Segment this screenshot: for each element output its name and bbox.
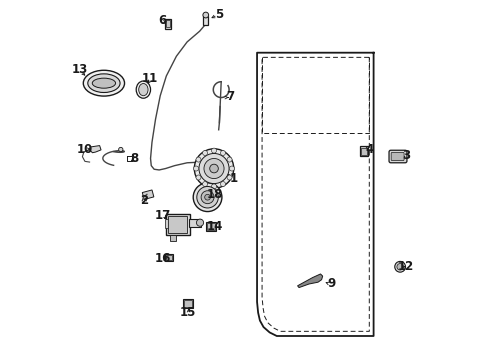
Bar [164,254,172,261]
Bar [205,222,215,231]
Text: 5: 5 [215,8,223,21]
Text: 8: 8 [130,152,138,165]
Circle shape [203,158,224,179]
FancyBboxPatch shape [388,150,406,163]
Bar [166,214,189,235]
Text: 17: 17 [154,209,170,222]
Ellipse shape [83,70,124,96]
Text: 15: 15 [179,306,196,319]
Bar [142,190,154,199]
Circle shape [119,147,122,152]
Bar [164,219,167,228]
Polygon shape [297,274,322,288]
Circle shape [220,150,225,156]
Circle shape [211,184,216,189]
Bar [183,300,191,307]
Circle shape [394,261,405,272]
Bar [206,224,214,230]
Polygon shape [89,145,101,153]
Text: 13: 13 [71,63,87,76]
Circle shape [226,157,232,162]
Text: 3: 3 [401,149,409,162]
Circle shape [229,166,234,171]
Ellipse shape [88,74,120,93]
Ellipse shape [92,78,115,88]
Text: 6: 6 [158,14,166,27]
Bar [183,299,192,309]
Text: 11: 11 [141,72,157,85]
Text: 4: 4 [365,143,373,156]
Circle shape [196,186,218,208]
Circle shape [193,166,198,171]
Circle shape [201,191,214,204]
Bar [361,148,366,155]
Bar [203,16,208,25]
Text: 9: 9 [326,278,335,291]
Circle shape [203,12,208,18]
Circle shape [202,150,207,156]
Bar [164,19,171,29]
Text: 14: 14 [206,220,223,233]
Circle shape [196,219,203,226]
Text: 7: 7 [225,90,234,103]
Ellipse shape [139,84,148,96]
Bar [169,234,176,241]
Circle shape [226,175,232,180]
Circle shape [211,148,216,153]
Text: 2: 2 [140,194,148,207]
Circle shape [202,181,207,186]
Bar [188,219,201,226]
Circle shape [193,183,222,212]
Text: 12: 12 [397,260,413,273]
Circle shape [199,153,228,184]
Circle shape [220,181,225,186]
Text: 16: 16 [154,252,171,265]
Circle shape [396,264,403,270]
Text: 1: 1 [229,172,237,185]
Bar [165,255,171,260]
Text: 10: 10 [77,143,93,156]
Bar [165,20,169,27]
Text: 18: 18 [206,188,223,201]
Circle shape [196,157,201,162]
Circle shape [204,194,210,200]
Ellipse shape [136,81,150,98]
Bar [360,146,367,156]
Bar [168,216,187,233]
FancyBboxPatch shape [390,152,403,161]
Circle shape [194,149,233,188]
Circle shape [209,164,218,173]
Circle shape [196,175,201,180]
